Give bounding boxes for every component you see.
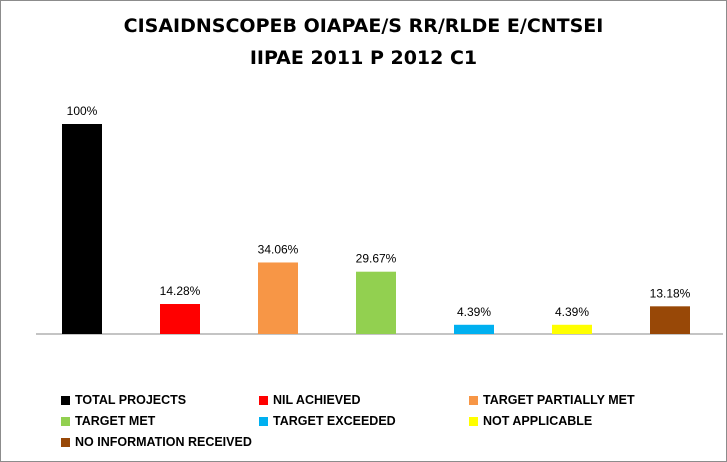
data-label-not-applicable: 4.39%: [555, 305, 589, 319]
legend-swatch: [469, 395, 478, 405]
data-label-target-met: 29.67%: [356, 252, 397, 266]
legend-label: NO INFORMATION RECEIVED: [75, 435, 252, 449]
legend-label: NOT APPLICABLE: [483, 414, 593, 428]
legend-label: NIL ACHIEVED: [273, 393, 361, 407]
bar-target-partially-met: [258, 262, 298, 334]
data-label-no-information-received: 13.18%: [650, 286, 691, 300]
legend-label: TARGET PARTIALLY MET: [483, 393, 635, 407]
legend-swatch: [61, 416, 70, 426]
legend-item-target-met: TARGET MET: [61, 414, 155, 428]
legend-swatch: [259, 416, 268, 426]
bars-group: [62, 124, 690, 334]
legend-item-not-applicable: NOT APPLICABLE: [469, 414, 592, 428]
plot-area: 100% 14.28% 34.06% 29.67% 4.39% 4.39% 13.18%: [36, 104, 723, 335]
bar-target-met: [356, 271, 396, 334]
legend-label: TOTAL PROJECTS: [75, 393, 187, 407]
legend-label: TARGET MET: [75, 414, 156, 428]
data-label-target-partially-met: 34.06%: [258, 242, 299, 256]
legend-item-nil-achieved: NIL ACHIEVED: [259, 393, 361, 407]
bar-target-exceeded: [454, 324, 494, 334]
legend-item-target-partially-met: TARGET PARTIALLY MET: [469, 393, 635, 407]
data-label-nil-achieved: 14.28%: [160, 284, 201, 298]
legend-item-target-exceeded: TARGET EXCEEDED: [259, 414, 396, 428]
bar-nil-achieved: [160, 304, 200, 334]
legend-swatch: [469, 416, 478, 426]
legend-item-total-projects: TOTAL PROJECTS: [61, 393, 186, 407]
bar-no-information-received: [650, 306, 690, 334]
chart-title-line-1: CISAIDNSCOPEB OIAPAE/S RR/RLDE E/CNTSEI: [123, 15, 604, 37]
data-label-total-projects: 100%: [67, 104, 98, 118]
chart-title-line-2: IIPAE 2011 P 2012 C1: [249, 47, 478, 69]
bar-total-projects: [62, 124, 102, 334]
legend-label: TARGET EXCEEDED: [273, 414, 396, 428]
data-labels-group: 100% 14.28% 34.06% 29.67% 4.39% 4.39% 13.18%: [67, 104, 691, 319]
legend-swatch: [61, 395, 70, 405]
legend-swatch: [259, 395, 268, 405]
bar-not-applicable: [552, 324, 592, 334]
legend-item-no-information-received: NO INFORMATION RECEIVED: [61, 435, 252, 449]
legend-swatch: [61, 437, 70, 447]
data-label-target-exceeded: 4.39%: [457, 305, 491, 319]
